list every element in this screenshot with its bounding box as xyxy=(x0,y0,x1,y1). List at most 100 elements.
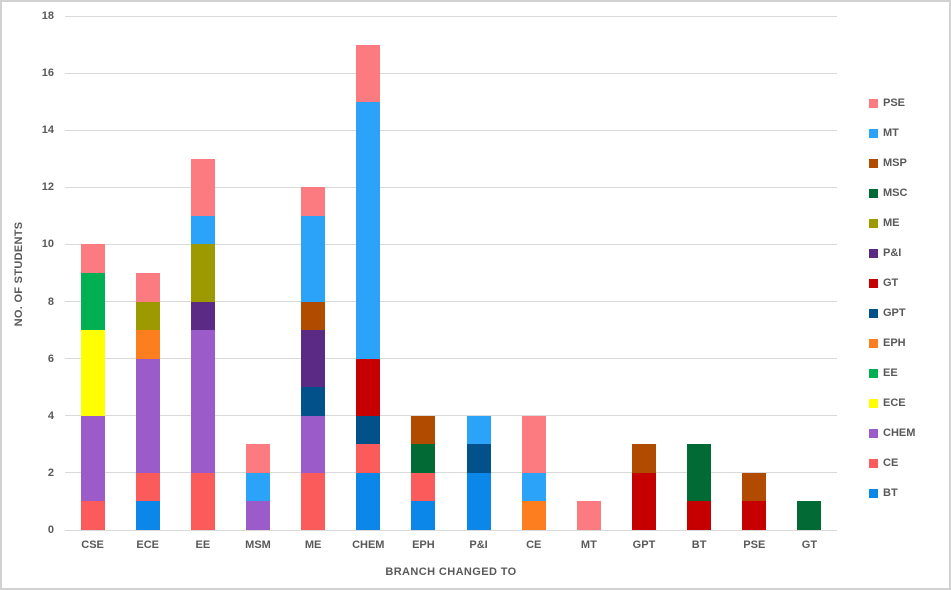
bar-segment-GPT-GT xyxy=(632,472,656,530)
x-tick-label-MSM: MSM xyxy=(245,539,271,551)
legend-swatch-GT xyxy=(869,278,878,288)
legend-label-BT: BT xyxy=(883,487,898,499)
legend-label-MSC: MSC xyxy=(883,187,908,199)
bar-segment-EE-CHEM xyxy=(190,330,215,473)
x-tick-label-CE: CE xyxy=(526,539,542,551)
legend-item-MSP: MSP xyxy=(869,156,915,170)
y-tick-label-8: 8 xyxy=(47,295,54,308)
legend-label-CE: CE xyxy=(883,457,899,469)
bar-segment-EE-P&I xyxy=(190,301,215,331)
y-tick-label-2: 2 xyxy=(47,466,54,479)
legend-swatch-BT xyxy=(869,488,878,498)
x-tick-label-EE: EE xyxy=(195,539,211,551)
legend-item-ECE: ECE xyxy=(869,396,915,410)
x-tick-label-ECE: ECE xyxy=(136,539,160,551)
gridline-16 xyxy=(65,72,837,74)
legend-label-ECE: ECE xyxy=(883,397,906,409)
legend-swatch-EE xyxy=(869,368,878,378)
legend-swatch-MSP xyxy=(869,158,878,168)
y-tick-label-12: 12 xyxy=(41,181,54,194)
bar-segment-PSE-MSP xyxy=(742,472,767,502)
bar-segment-ME-GPT xyxy=(301,387,326,416)
bar-segment-ECE-CHEM xyxy=(135,358,160,473)
x-tick-label-GPT: GPT xyxy=(632,539,656,551)
legend-item-EPH: EPH xyxy=(869,336,915,350)
bar-segment-EE-PSE xyxy=(190,158,215,216)
legend-item-PSE: PSE xyxy=(869,96,915,110)
bar-EE xyxy=(190,158,215,530)
x-tick-label-BT: BT xyxy=(691,539,707,551)
bar-EPH xyxy=(411,415,436,530)
bar-segment-PSE-GT xyxy=(742,501,767,530)
bar-segment-EE-CE xyxy=(190,472,215,530)
legend-item-GPT: GPT xyxy=(869,306,915,320)
bar-CHEM xyxy=(356,44,381,530)
legend-label-EE: EE xyxy=(883,367,898,379)
x-axis-title: BRANCH CHANGED TO xyxy=(385,566,517,578)
bar-segment-P&I-MT xyxy=(466,415,491,445)
bar-segment-GT-MSC xyxy=(797,501,822,530)
gridline-8 xyxy=(65,301,837,303)
bar-segment-CHEM-GPT xyxy=(356,415,381,445)
bar-segment-CSE-CE xyxy=(80,501,105,530)
legend-label-MT: MT xyxy=(883,127,899,139)
legend-swatch-MT xyxy=(869,128,878,138)
legend: PSE MT MSP MSC ME P&I GT GPT EPH EE ECE CHEM CE BT xyxy=(869,96,915,500)
legend-item-MT: MT xyxy=(869,126,915,140)
y-tick-label-18: 18 xyxy=(41,10,54,22)
bar-segment-BT-MSC xyxy=(687,444,712,502)
y-tick-label-0: 0 xyxy=(47,524,54,536)
legend-item-ME: ME xyxy=(869,216,915,230)
legend-item-CHEM: CHEM xyxy=(869,426,915,440)
legend-label-MSP: MSP xyxy=(883,157,907,169)
legend-label-GT: GT xyxy=(883,277,899,289)
bar-segment-CSE-CHEM xyxy=(80,415,105,502)
bar-segment-ECE-EPH xyxy=(135,330,160,359)
bar-MT xyxy=(576,501,601,530)
bar-segment-EPH-MSC xyxy=(411,444,436,473)
bar-segment-ME-MT xyxy=(301,215,326,302)
x-tick-label-GT: GT xyxy=(801,539,818,551)
bar-segment-CHEM-PSE xyxy=(356,44,381,102)
bar-ME xyxy=(301,187,326,530)
x-tick-label-PSE: PSE xyxy=(743,539,766,551)
legend-label-ME: ME xyxy=(883,217,900,229)
bar-segment-ME-P&I xyxy=(301,330,326,388)
x-tick-label-P&I: P&I xyxy=(469,539,488,551)
bar-ECE xyxy=(135,273,160,530)
x-tick-label-ME: ME xyxy=(304,539,322,551)
bar-GT xyxy=(797,501,822,530)
legend-swatch-P&I xyxy=(869,248,878,258)
legend-swatch-CHEM xyxy=(869,428,878,438)
bar-segment-CE-EPH xyxy=(521,501,546,530)
x-tick-label-CSE: CSE xyxy=(81,539,104,551)
x-tick-label-MT: MT xyxy=(580,539,597,551)
legend-swatch-PSE xyxy=(869,98,878,108)
bar-PSE xyxy=(742,472,767,530)
bar-segment-CSE-ECE xyxy=(80,330,105,416)
bar-segment-CHEM-GT xyxy=(356,358,381,416)
bar-segment-MSM-PSE xyxy=(246,444,270,473)
legend-item-BT: BT xyxy=(869,486,915,500)
bar-segment-EPH-MSP xyxy=(411,415,436,445)
bar-segment-MSM-CHEM xyxy=(246,501,270,530)
y-tick-label-10: 10 xyxy=(41,238,54,251)
legend-swatch-GPT xyxy=(869,308,878,318)
bar-segment-CE-PSE xyxy=(521,415,546,473)
bar-segment-ECE-CE xyxy=(135,472,160,502)
bar-segment-CSE-EE xyxy=(80,273,105,331)
bar-segment-ECE-PSE xyxy=(135,273,160,302)
bar-P&I xyxy=(466,415,491,530)
y-tick-label-4: 4 xyxy=(47,409,54,422)
bar-segment-ME-PSE xyxy=(301,187,326,216)
bar-segment-ME-MSP xyxy=(301,301,326,331)
y-tick-label-6: 6 xyxy=(47,352,54,365)
y-tick-label-14: 14 xyxy=(41,124,54,137)
x-tick-label-CHEM: CHEM xyxy=(352,539,385,551)
legend-swatch-ECE xyxy=(869,398,878,408)
bar-segment-MT-PSE xyxy=(576,501,601,530)
legend-label-PSE: PSE xyxy=(883,97,906,109)
y-axis-labels: 0 2 4 6 8 10 12 14 16 18 xyxy=(2,10,54,536)
bar-segment-P&I-GPT xyxy=(466,444,491,473)
